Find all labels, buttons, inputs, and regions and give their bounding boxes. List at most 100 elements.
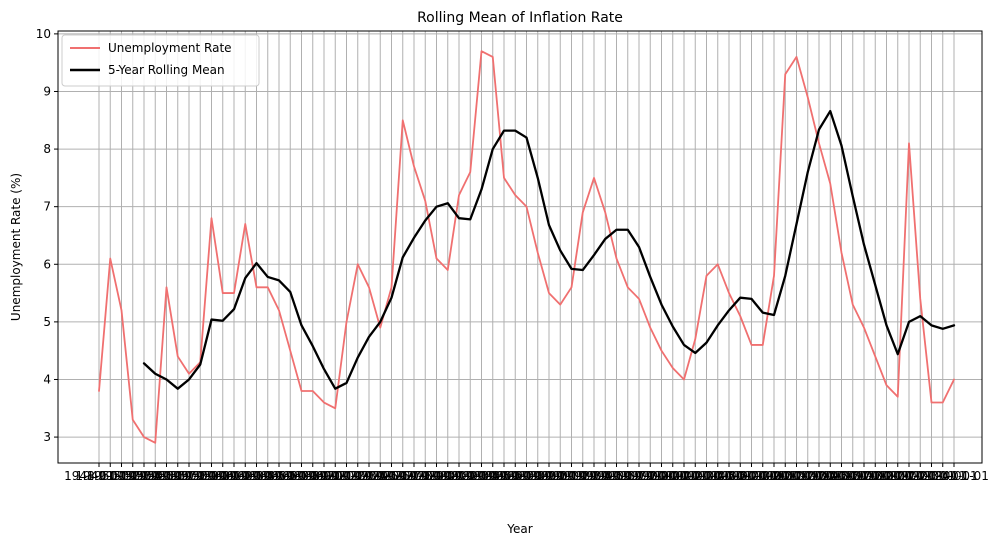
x-tick-label: 1966-01-01: [267, 469, 337, 483]
x-tick-label: 1997-01-01: [615, 469, 685, 483]
x-tick-label: 1973-01-01: [345, 469, 415, 483]
x-tick-label: 1985-01-01: [480, 469, 550, 483]
plot-frame: [57, 30, 983, 464]
x-tick-label: 1990-01-01: [537, 469, 607, 483]
x-tick-label: 2013-01-01: [795, 469, 865, 483]
x-tick-label: 1951-01-01: [98, 469, 168, 483]
x-tick-label: 1991-01-01: [548, 469, 618, 483]
x-tick-label: 2006-01-01: [717, 469, 787, 483]
x-tick-label: 1961-01-01: [210, 469, 280, 483]
x-tick-label: 2014-01-01: [807, 469, 877, 483]
x-tick-label: 2021-01-01: [885, 469, 955, 483]
y-tick-label: 6: [43, 257, 51, 271]
x-tick-label: 2017-01-01: [840, 469, 910, 483]
series-line-unemployment-rate: [98, 50, 955, 444]
legend-label-rolling-mean: 5-Year Rolling Mean: [108, 63, 225, 77]
x-tick-label: 2024-01-01: [919, 469, 989, 483]
x-axis-ticks: 1948-01-011949-01-011950-01-011951-01-01…: [64, 463, 989, 483]
x-tick-label: 1977-01-01: [390, 469, 460, 483]
y-tick-label: 4: [43, 372, 51, 386]
y-tick-label: 3: [43, 430, 51, 444]
chart-title: Rolling Mean of Inflation Rate: [417, 10, 623, 26]
x-tick-label: 2002-01-01: [672, 469, 742, 483]
x-tick-label: 1959-01-01: [188, 469, 258, 483]
x-tick-label: 1949-01-01: [75, 469, 145, 483]
horizontal-gridlines: [58, 33, 982, 438]
x-tick-label: 1948-01-01: [64, 469, 134, 483]
x-tick-label: 1993-01-01: [570, 469, 640, 483]
y-tick-label: 7: [43, 200, 51, 214]
x-tick-label: 1964-01-01: [244, 469, 314, 483]
x-tick-label: 1999-01-01: [638, 469, 708, 483]
x-tick-label: 1998-01-01: [627, 469, 697, 483]
x-tick-label: 1962-01-01: [222, 469, 292, 483]
x-tick-label: 1984-01-01: [469, 469, 539, 483]
x-tick-label: 2018-01-01: [852, 469, 922, 483]
x-tick-label: 1965-01-01: [255, 469, 325, 483]
x-tick-label: 1950-01-01: [87, 469, 157, 483]
x-tick-label: 2004-01-01: [694, 469, 764, 483]
x-tick-label: 1953-01-01: [120, 469, 190, 483]
x-tick-label: 1960-01-01: [199, 469, 269, 483]
y-tick-label: 8: [43, 142, 51, 156]
y-tick-label: 5: [43, 315, 51, 329]
x-tick-label: 2019-01-01: [863, 469, 933, 483]
series-layer: [98, 50, 956, 444]
y-axis-label: Unemployment Rate (%): [9, 173, 23, 321]
x-tick-label: 2015-01-01: [818, 469, 888, 483]
x-tick-label: 1956-01-01: [154, 469, 224, 483]
x-tick-label: 2011-01-01: [773, 469, 843, 483]
x-tick-label: 1957-01-01: [165, 469, 235, 483]
x-tick-label: 2020-01-01: [874, 469, 944, 483]
x-tick-label: 1955-01-01: [143, 469, 213, 483]
x-tick-label: 2001-01-01: [660, 469, 730, 483]
legend-frame: [61, 34, 260, 87]
x-tick-label: 2010-01-01: [762, 469, 832, 483]
x-tick-label: 1979-01-01: [413, 469, 483, 483]
x-tick-label: 2007-01-01: [728, 469, 798, 483]
x-tick-label: 1969-01-01: [300, 469, 370, 483]
series-line-rolling-mean: [142, 109, 956, 390]
x-tick-label: 1983-01-01: [458, 469, 528, 483]
x-tick-label: 1975-01-01: [368, 469, 438, 483]
x-axis-label: Year: [506, 522, 532, 536]
x-tick-label: 1968-01-01: [289, 469, 359, 483]
y-axis-ticks: 3 4 5 6 7 8 9 10: [36, 27, 58, 444]
x-tick-label: 1967-01-01: [278, 469, 348, 483]
y-tick-label: 10: [36, 27, 51, 41]
legend: Unemployment Rate 5-Year Rolling Mean: [61, 34, 260, 87]
x-tick-label: 2000-01-01: [649, 469, 719, 483]
x-tick-label: 1963-01-01: [233, 469, 303, 483]
x-tick-label: 1982-01-01: [447, 469, 517, 483]
x-tick-label: 1989-01-01: [525, 469, 595, 483]
x-tick-label: 1980-01-01: [424, 469, 494, 483]
x-tick-label: 1992-01-01: [559, 469, 629, 483]
x-tick-label: 2005-01-01: [705, 469, 775, 483]
x-tick-label: 1970-01-01: [312, 469, 382, 483]
legend-label-unemployment: Unemployment Rate: [108, 41, 232, 55]
x-tick-label: 1954-01-01: [132, 469, 202, 483]
x-tick-label: 1958-01-01: [177, 469, 247, 483]
x-tick-label: 1987-01-01: [503, 469, 573, 483]
x-tick-label: 1978-01-01: [402, 469, 472, 483]
x-tick-label: 2008-01-01: [739, 469, 809, 483]
x-tick-label: 1986-01-01: [492, 469, 562, 483]
y-tick-label: 9: [43, 84, 51, 98]
x-tick-label: 1976-01-01: [379, 469, 449, 483]
x-tick-label: 1995-01-01: [593, 469, 663, 483]
x-tick-label: 1994-01-01: [582, 469, 652, 483]
vertical-gridlines: [98, 31, 955, 463]
x-tick-label: 1952-01-01: [109, 469, 179, 483]
x-tick-label: 2009-01-01: [750, 469, 820, 483]
x-tick-label: 2022-01-01: [897, 469, 967, 483]
x-tick-label: 2003-01-01: [683, 469, 753, 483]
x-tick-label: 1972-01-01: [334, 469, 404, 483]
x-tick-label: 2012-01-01: [784, 469, 854, 483]
x-tick-label: 1974-01-01: [357, 469, 427, 483]
x-tick-label: 1971-01-01: [323, 469, 393, 483]
x-tick-label: 1988-01-01: [514, 469, 584, 483]
x-tick-label: 1996-01-01: [604, 469, 674, 483]
x-tick-label: 2023-01-01: [908, 469, 978, 483]
x-tick-label: 1981-01-01: [435, 469, 505, 483]
